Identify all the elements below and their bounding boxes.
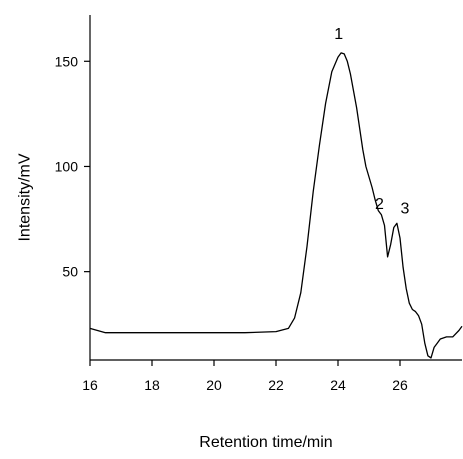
y-tick-label: 100 [55,158,79,174]
x-tick-label: 22 [268,377,284,393]
x-tick-label: 18 [144,377,160,393]
y-tick-label: 50 [62,264,78,280]
y-axis-title: Intensity/mV [17,153,34,241]
y-ticks: 50 100 150 [55,53,90,280]
x-tick-label: 24 [330,377,346,393]
x-tick-label: 20 [206,377,222,393]
peak-label: 3 [400,200,409,217]
x-tick-label: 26 [392,377,408,393]
x-tick-label: 16 [82,377,98,393]
peak-label: 1 [334,26,343,43]
peak-label: 2 [375,196,384,213]
intensity-trace [89,52,463,359]
y-tick-label: 150 [55,53,79,69]
peak-labels: 1 2 3 [334,26,409,217]
x-axis-title: Retention time/min [199,434,332,451]
x-ticks: 16 18 20 22 24 26 [82,360,408,393]
